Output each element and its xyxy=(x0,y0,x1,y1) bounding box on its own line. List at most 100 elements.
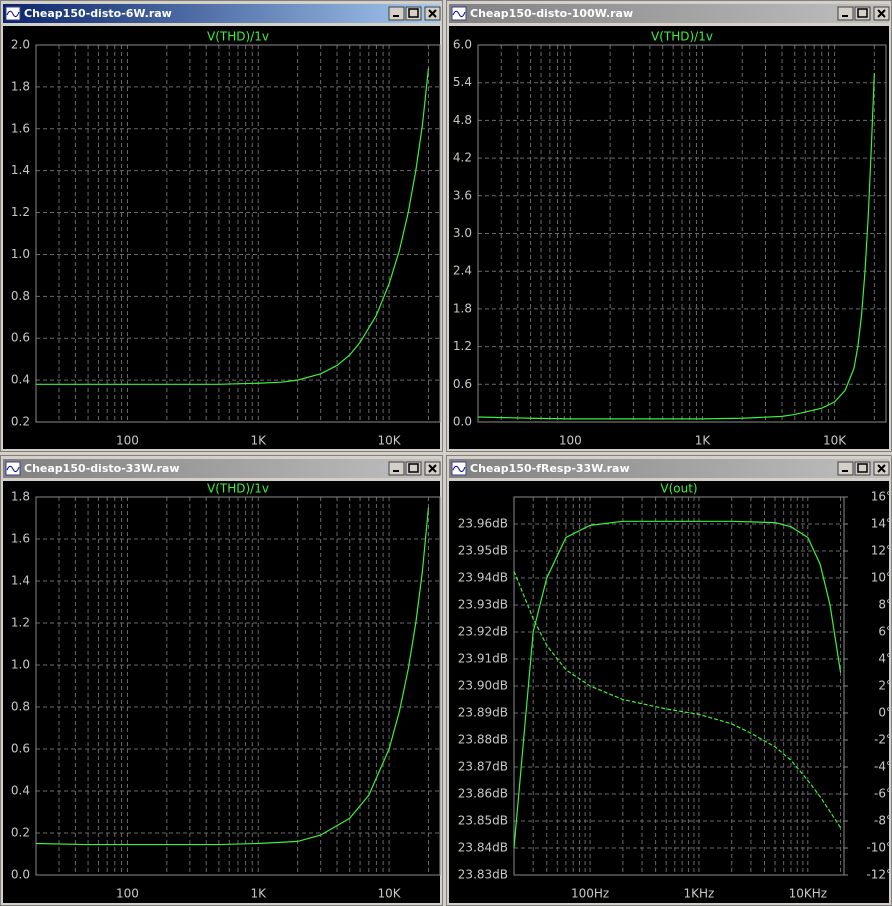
trace xyxy=(36,67,430,385)
window-icon-wave xyxy=(452,10,466,18)
window-icon-wave xyxy=(6,10,20,18)
y-tick-label: 23.87dB xyxy=(458,760,508,774)
maximize-button[interactable] xyxy=(405,461,422,476)
y-tick-label: 23.83dB xyxy=(458,868,508,882)
title-bar xyxy=(449,459,889,478)
button-face xyxy=(837,6,854,21)
minimize-button[interactable] xyxy=(837,6,854,21)
window-title: Cheap150-disto-33W.raw xyxy=(24,462,180,475)
y-tick-label: 0.4 xyxy=(11,373,30,387)
trace xyxy=(477,73,875,420)
title-bar xyxy=(3,4,440,23)
y-tick-label: 23.88dB xyxy=(458,733,508,747)
trace-label: V(THD)/1v xyxy=(651,30,713,44)
trace-label: V(THD)/1v xyxy=(207,30,269,44)
maximize-button[interactable] xyxy=(405,6,422,21)
y-tick-label: 23.91dB xyxy=(458,652,508,666)
y-tick-label: 1.4 xyxy=(11,574,30,588)
y-tick-label: 0.6 xyxy=(11,331,30,345)
y-tick-label: 1.2 xyxy=(453,339,472,353)
y2-tick-label: -6° xyxy=(874,787,892,801)
y-tick-label: 1.0 xyxy=(11,247,30,261)
y2-tick-label: -12° xyxy=(866,868,892,882)
x-tick-label: 1K xyxy=(251,887,268,901)
glyph xyxy=(857,463,868,473)
x-tick-label: 10KHz xyxy=(789,887,827,901)
maximize-button[interactable] xyxy=(854,461,871,476)
y-tick-label: 1.8 xyxy=(11,79,30,93)
close-button[interactable] xyxy=(424,461,441,476)
y-tick-label: 1.4 xyxy=(11,163,30,177)
y2-tick-label: 14° xyxy=(871,517,892,531)
x-tick-label: 1K xyxy=(251,434,268,448)
title-bar xyxy=(449,4,889,23)
y2-tick-label: 16° xyxy=(871,490,892,504)
x-tick-label: 1K xyxy=(695,434,712,448)
y-tick-label: 23.95dB xyxy=(458,544,508,558)
x-tick-label: 10K xyxy=(378,434,402,448)
trace xyxy=(35,507,430,846)
glyph xyxy=(428,464,437,473)
y-tick-label: 1.8 xyxy=(453,301,472,315)
plot-frame xyxy=(477,44,887,423)
y-tick-label: 1.6 xyxy=(11,532,30,546)
y-tick-label: 5.4 xyxy=(453,75,472,89)
close-button[interactable] xyxy=(873,6,890,21)
y2-tick-label: 0° xyxy=(878,706,892,720)
button-face xyxy=(837,461,854,476)
y-tick-label: 23.84dB xyxy=(458,841,508,855)
y-tick-label: 23.94dB xyxy=(458,571,508,585)
y2-tick-label: 2° xyxy=(878,679,892,693)
y2-tick-label: 4° xyxy=(878,652,892,666)
y-tick-label: 0.4 xyxy=(11,784,30,798)
glyph xyxy=(877,9,886,18)
y2-tick-label: -10° xyxy=(866,841,892,855)
glyph xyxy=(877,464,886,473)
y-tick-label: 3.6 xyxy=(453,188,472,202)
y2-tick-label: -2° xyxy=(874,733,892,747)
plot-background xyxy=(449,26,889,449)
maximize-button[interactable] xyxy=(854,6,871,21)
y-tick-label: 23.96dB xyxy=(458,517,508,531)
y-tick-label: 0.2 xyxy=(11,826,30,840)
y-tick-label: 2.4 xyxy=(453,264,472,278)
x-tick-label: 100Hz xyxy=(571,887,609,901)
close-button[interactable] xyxy=(873,461,890,476)
glyph xyxy=(428,9,437,18)
close-button[interactable] xyxy=(424,6,441,21)
x-tick-label: 100 xyxy=(559,434,582,448)
y-tick-label: 0.0 xyxy=(11,868,30,882)
minimize-button[interactable] xyxy=(388,6,405,21)
glyph xyxy=(408,8,419,18)
x-tick-label: 10K xyxy=(378,887,402,901)
plot-background xyxy=(3,26,440,449)
y-tick-label: 4.2 xyxy=(453,151,472,165)
plot-background xyxy=(3,481,440,903)
y-tick-label: 1.2 xyxy=(11,205,30,219)
y-tick-label: 0.8 xyxy=(11,289,30,303)
y-tick-label: 0.8 xyxy=(11,700,30,714)
window-title: Cheap150-fResp-33W.raw xyxy=(470,462,630,475)
y2-tick-label: 6° xyxy=(878,625,892,639)
plot-frame xyxy=(513,496,845,876)
y2-tick-label: 12° xyxy=(871,544,892,558)
x-tick-label: 1KHz xyxy=(684,887,715,901)
y-tick-label: 0.2 xyxy=(11,415,30,429)
y-tick-label: 23.92dB xyxy=(458,625,508,639)
y-tick-label: 23.85dB xyxy=(458,814,508,828)
trace-label: V(out) xyxy=(660,482,697,496)
y-tick-label: 0.6 xyxy=(453,377,472,391)
y-tick-label: 0.6 xyxy=(11,742,30,756)
glyph xyxy=(408,463,419,473)
y-tick-label: 4.8 xyxy=(453,113,472,127)
y-tick-label: 3.0 xyxy=(453,226,472,240)
plot-frame xyxy=(35,496,441,876)
minimize-button[interactable] xyxy=(388,461,405,476)
minimize-button[interactable] xyxy=(837,461,854,476)
y-tick-label: 1.6 xyxy=(11,121,30,135)
plot-frame xyxy=(35,44,441,423)
plot-window: Cheap150-disto-100W.raw 100 1K 10K 0.0 0.6 1.2… xyxy=(446,0,892,452)
window-icon-wave xyxy=(6,465,20,473)
title-bar xyxy=(3,459,440,478)
